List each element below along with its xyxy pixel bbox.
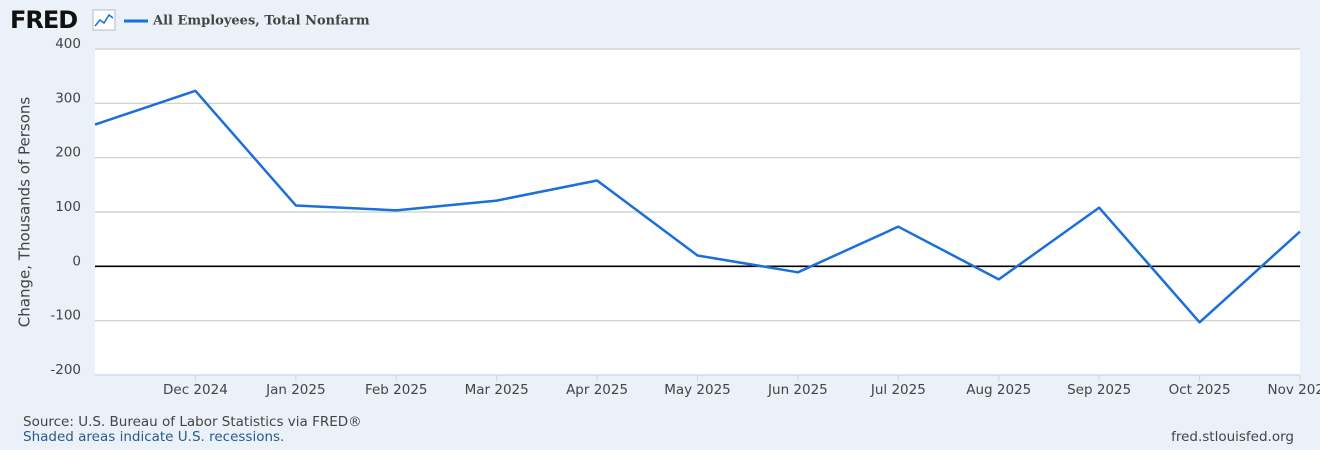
y-tick-label: 400 — [55, 36, 81, 52]
x-tick-label: Jul 2025 — [870, 382, 926, 398]
x-tick-label: Oct 2025 — [1169, 382, 1231, 398]
y-tick-label: -100 — [50, 308, 81, 324]
x-tick-label: Sep 2025 — [1067, 382, 1131, 398]
series-line — [94, 89, 1301, 324]
logo-icon — [92, 9, 116, 31]
x-tick-label: May 2025 — [664, 382, 731, 398]
y-tick-label: 200 — [55, 145, 81, 161]
x-tick-label: Jun 2025 — [767, 382, 828, 398]
note: Shaded areas indicate U.S. recessions. — [23, 429, 284, 445]
y-tick-label: 300 — [55, 90, 81, 106]
x-tick-label: Mar 2025 — [465, 382, 529, 398]
y-tick-label: -200 — [50, 362, 81, 378]
x-tick-label: Jan 2025 — [265, 382, 325, 398]
x-tick-label: Apr 2025 — [566, 382, 628, 398]
x-tick-label: Aug 2025 — [966, 382, 1031, 398]
logo: FRED — [10, 6, 77, 34]
source: Source: U.S. Bureau of Labor Statistics … — [23, 414, 362, 430]
x-tick-label: Nov 2025 — [1268, 382, 1320, 398]
y-tick-label: 0 — [72, 253, 81, 269]
site-link[interactable]: fred.stlouisfed.org — [1171, 429, 1294, 445]
x-tick-label: Dec 2024 — [163, 382, 228, 398]
y-axis-label: Change, Thousands of Persons — [16, 97, 34, 328]
x-tick-label: Feb 2025 — [365, 382, 428, 398]
y-tick-label: 100 — [55, 199, 81, 215]
legend-label: All Employees, Total Nonfarm — [152, 14, 370, 29]
